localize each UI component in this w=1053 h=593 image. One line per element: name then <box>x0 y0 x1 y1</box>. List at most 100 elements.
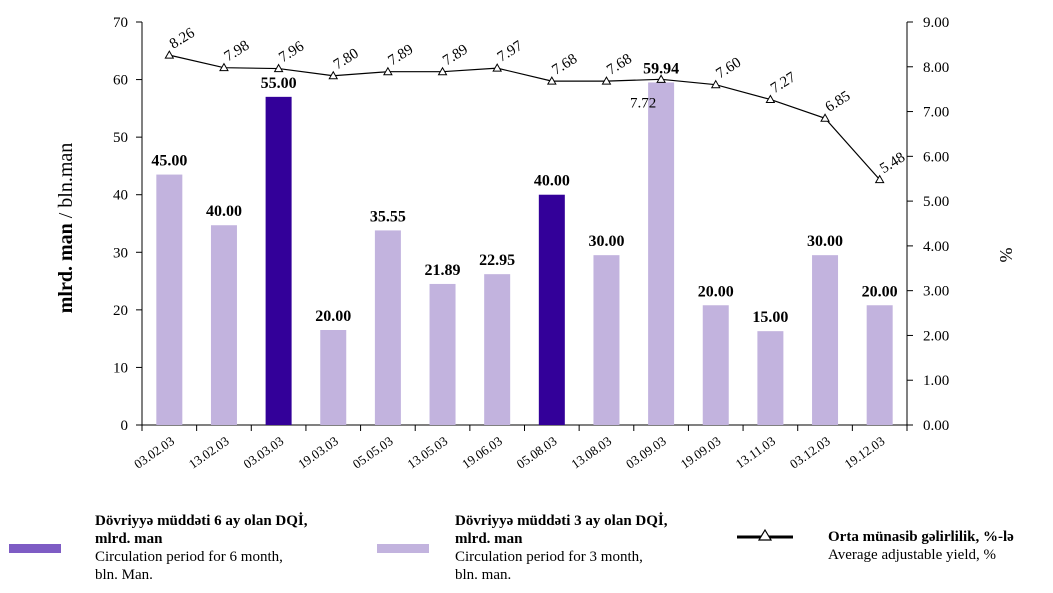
y2-tick-label: 1.00 <box>923 373 949 389</box>
y2-tick-label: 6.00 <box>923 149 949 165</box>
yield-data-label: 8.26 <box>167 25 198 53</box>
bar-data-label: 15.00 <box>752 309 788 326</box>
yield-data-label: 6.85 <box>823 88 854 115</box>
yield-data-label: 7.72 <box>630 95 656 111</box>
legend-item-yield: Orta münasib gəlirlilik, %-lə Average ad… <box>828 528 1014 564</box>
yield-marker <box>656 74 666 83</box>
bar <box>757 331 784 425</box>
yield-marker <box>710 79 721 89</box>
yield-data-label: 7.89 <box>386 42 417 69</box>
y2-tick-label: 4.00 <box>923 239 949 255</box>
yield-data-label: 7.27 <box>768 69 799 97</box>
bar <box>374 230 401 425</box>
legend-3month-line4: bln. man. <box>455 567 512 583</box>
y2-tick-label: 2.00 <box>923 328 949 344</box>
y-tick-label: 60 <box>113 73 128 89</box>
y-tick-label: 30 <box>113 245 128 261</box>
yield-marker <box>383 66 393 76</box>
yield-marker <box>492 63 503 72</box>
bar <box>429 283 456 425</box>
yield-marker <box>874 174 885 184</box>
x-tick-label: 03.02.03 <box>131 433 177 471</box>
legend-swatch-6month <box>9 544 61 553</box>
yield-marker <box>273 63 284 73</box>
bar-data-label: 59.94 <box>643 60 679 77</box>
y2-tick-label: 7.00 <box>923 105 949 121</box>
bar <box>484 274 511 425</box>
legend-item-3month: Dövriyyə müddəti 3 ay olan DQİ, mlrd. ma… <box>455 512 668 584</box>
bar <box>538 194 565 425</box>
yield-polyline <box>169 54 881 181</box>
x-tick-label: 03.03.03 <box>240 433 286 471</box>
yield-data-label: 7.89 <box>440 42 471 69</box>
legend-3month-line3: Circulation period for 3 month, <box>455 549 643 565</box>
yield-data-label: 7.60 <box>713 55 744 82</box>
x-tick-label: 03.12.03 <box>787 433 833 471</box>
bar <box>812 255 839 425</box>
bar-data-label: 55.00 <box>261 75 297 92</box>
y-tick-label: 50 <box>113 130 128 146</box>
legend-3month-line2: mlrd. man <box>455 531 523 547</box>
bar <box>320 330 347 425</box>
yield-marker <box>601 76 612 85</box>
bar-data-label: 20.00 <box>315 308 351 325</box>
bar <box>866 305 893 425</box>
bar-data-label: 45.00 <box>151 153 187 170</box>
legend-yield-line2: Average adjustable yield, % <box>828 547 996 563</box>
bar-data-label: 20.00 <box>862 283 898 300</box>
legend-6month-line1: Dövriyyə müddəti 6 ay olan DQİ, <box>95 513 308 529</box>
x-tick-label: 05.05.03 <box>350 433 396 471</box>
y2-axis-label: % <box>996 248 1016 263</box>
y-axis-label-rest: / bln.man <box>55 143 77 224</box>
legend-swatch-3month <box>377 544 429 553</box>
x-tick-label: 19.09.03 <box>678 433 724 471</box>
bar-data-label: 40.00 <box>206 203 242 220</box>
legend-6month-line2: mlrd. man <box>95 531 163 547</box>
bar <box>593 255 620 425</box>
bar-data-label: 21.89 <box>425 262 461 279</box>
y2-tick-label: 9.00 <box>923 15 949 31</box>
axes: 0 10 20 30 40 50 60 70 0.00 1.00 2.00 3.00 4.00 5.00 6… <box>113 15 949 434</box>
legend-item-6month: Dövriyyə müddəti 6 ay olan DQİ, mlrd. ma… <box>95 512 308 584</box>
yield-data-label: 5.48 <box>877 150 908 177</box>
bar-data-label: 35.55 <box>370 208 406 225</box>
bar-labels: 45.00 40.00 20.00 35.55 21.89 22.95 30.00 59.94… <box>151 60 897 326</box>
yield-data-label: 7.96 <box>276 38 307 66</box>
bar <box>648 82 675 425</box>
y-axis-label-bold: mlrd. man <box>55 223 77 313</box>
x-tick-labels: 03.02.03 13.02.03 03.03.03 19.03.03 05.05.03… <box>131 433 887 471</box>
y2-tick-label: 5.00 <box>923 194 949 210</box>
bar <box>156 174 183 425</box>
y2-tick-label: 0.00 <box>923 418 949 434</box>
yield-marker <box>219 62 229 72</box>
x-tick-label: 13.08.03 <box>568 433 614 471</box>
legend-3month-line1: Dövriyyə müddəti 3 ay olan DQİ, <box>455 513 668 529</box>
legend-yield-line1: Orta münasib gəlirlilik, %-lə <box>828 529 1014 545</box>
x-tick-label: 05.08.03 <box>514 433 560 471</box>
yield-data-label: 7.98 <box>222 38 253 65</box>
y-axis-label: mlrd. man / bln.man <box>55 143 77 314</box>
yield-marker <box>164 50 175 59</box>
bar-data-label: 22.95 <box>479 252 515 269</box>
yield-data-label: 7.97 <box>495 38 526 66</box>
yield-marker <box>820 113 830 122</box>
y-tick-label: 40 <box>113 188 128 204</box>
y-tick-label: 10 <box>113 360 128 376</box>
legend-6month-line4: bln. Man. <box>95 567 153 583</box>
bars <box>156 82 893 425</box>
bar-data-label: 30.00 <box>807 233 843 250</box>
bar <box>265 96 292 425</box>
yield-marker <box>437 66 448 76</box>
legend-6month-line3: Circulation period for 6 month, <box>95 549 283 565</box>
x-tick-label: 03.09.03 <box>623 433 669 471</box>
yield-marker <box>546 76 557 85</box>
yield-marker <box>765 94 776 103</box>
legend-swatch-yield <box>737 528 793 541</box>
yield-data-label: 7.68 <box>549 51 580 78</box>
bar-data-label: 20.00 <box>698 283 734 300</box>
x-tick-label: 13.05.03 <box>404 433 450 471</box>
x-tick-label: 19.12.03 <box>842 433 888 471</box>
y2-tick-label: 8.00 <box>923 60 949 76</box>
x-tick-label: 19.06.03 <box>459 433 505 471</box>
bar <box>210 225 237 425</box>
